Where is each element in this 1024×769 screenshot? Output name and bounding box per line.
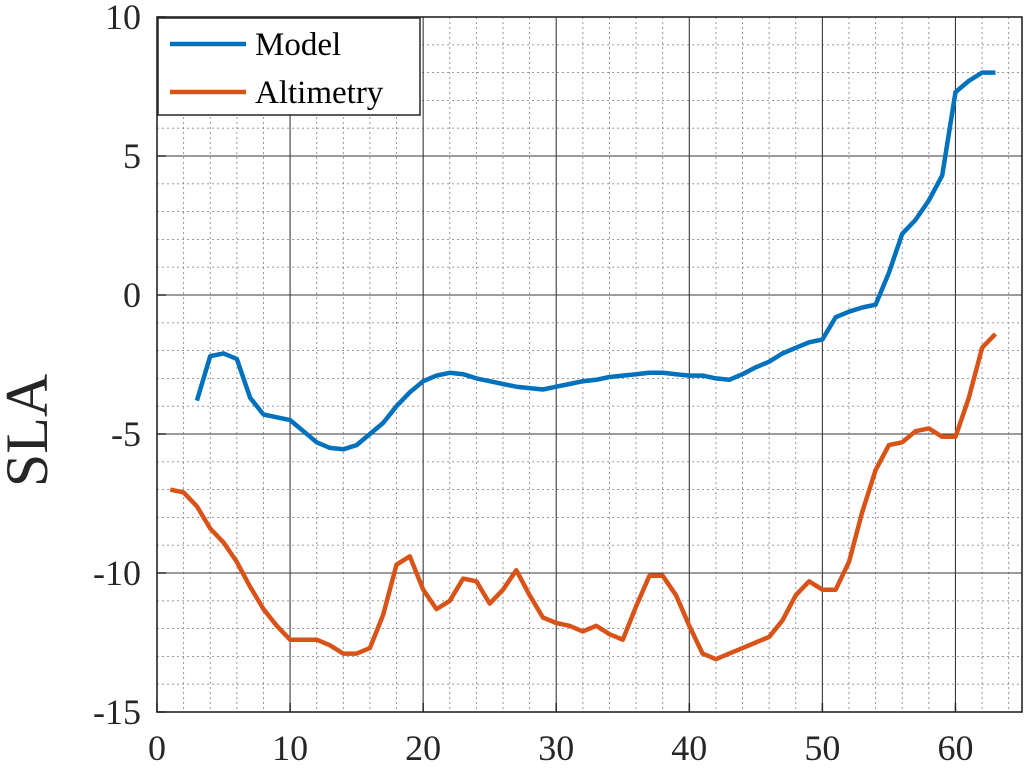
major-grid <box>157 17 1022 712</box>
y-tick-label: 0 <box>123 275 141 315</box>
y-tick-label: -10 <box>93 553 141 593</box>
x-tick-label: 30 <box>538 728 574 768</box>
legend-label-altimetry: Altimetry <box>255 75 384 111</box>
x-tick-label: 60 <box>937 728 973 768</box>
y-tick-labels: -15 -10 -5 0 5 10 <box>93 0 141 732</box>
y-tick-label: -5 <box>111 414 141 454</box>
y-tick-label: 5 <box>123 136 141 176</box>
x-tick-label: 50 <box>804 728 840 768</box>
legend-box <box>157 17 421 116</box>
y-tick-label: -15 <box>93 692 141 732</box>
x-tick-label: 10 <box>272 728 308 768</box>
x-tick-label: 0 <box>148 728 166 768</box>
plot-frame <box>156 16 1023 713</box>
y-tick-label: 10 <box>105 0 141 37</box>
minor-grid <box>157 17 1022 712</box>
x-tick-label: 20 <box>405 728 441 768</box>
axis-ticks <box>156 16 957 713</box>
x-tick-labels: 0 10 20 30 40 50 60 <box>148 728 973 768</box>
legend: Model Altimetry <box>157 17 421 116</box>
x-tick-label: 40 <box>671 728 707 768</box>
series-layer <box>169 70 998 662</box>
legend-label-model: Model <box>255 27 341 63</box>
y-axis-label: SLA <box>0 374 60 487</box>
